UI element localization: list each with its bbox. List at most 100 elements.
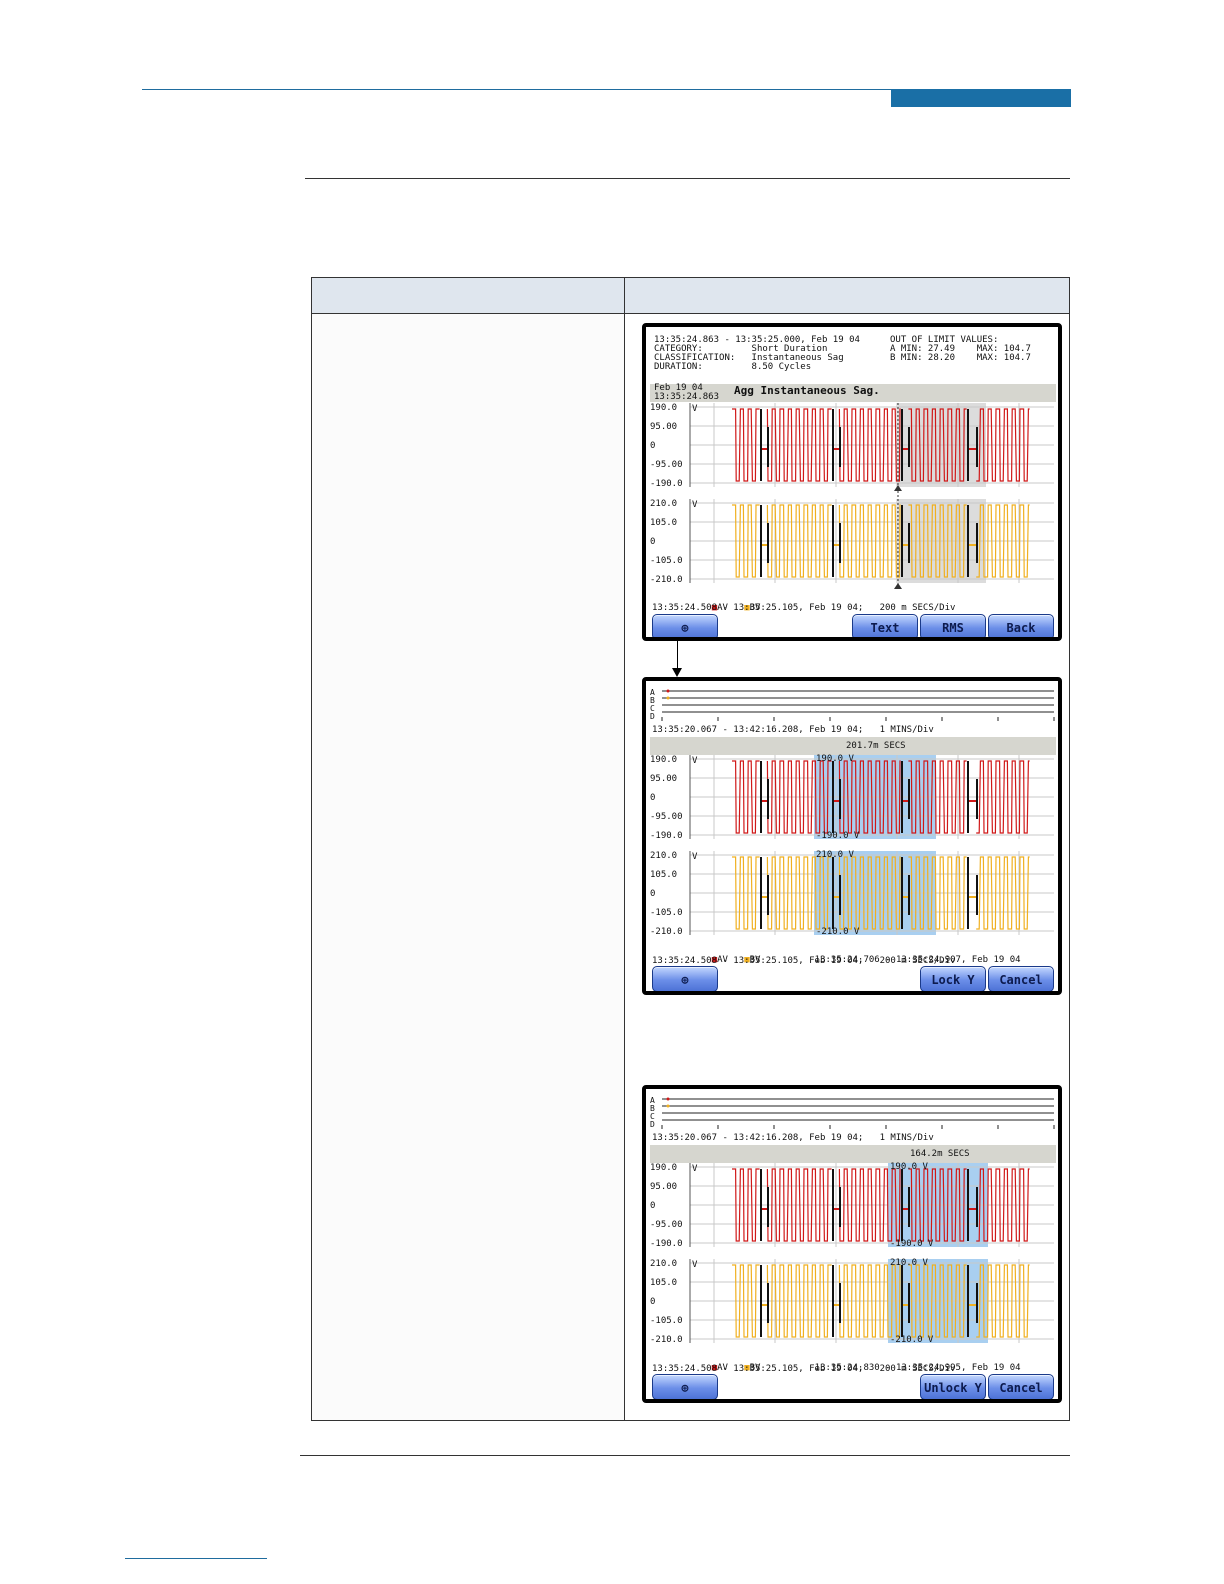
y-tick-label: 0 [650,793,655,803]
zoom-select-screen: A B C D 13:35:20.067 - 13:42:16.208, Feb… [642,677,1062,995]
waveform-trace [732,1168,1030,1242]
legend-label-b: BV [749,955,761,965]
zoom-button[interactable]: ⊕ [652,614,718,637]
event-detail-screen: 13:35:24.863 - 13:35:25.000, Feb 19 04 C… [642,323,1062,641]
legend-swatch-a: ■ [711,955,718,965]
y-tick-label: -105.0 [650,556,683,566]
legend-label-b: BV [749,603,761,613]
header-rule [142,89,1070,90]
selection-top-label: 190.0 V [816,754,855,764]
selection-top-label: 190.0 V [890,1162,929,1172]
legend: ■AV ■BV 13:35:24.830 - 13:35:24.995, Feb… [690,1355,1021,1382]
channel-labels: A B C D [650,688,655,721]
y-tick-label: 0 [650,889,655,899]
waveform-plot[interactable]: 190.0 95.00 0 -95.00 -190.0 V 190.0 V -190.0 V 2… [646,1161,1058,1361]
selection-top-label: 210.0 V [816,850,855,860]
waveform-trace [732,760,1030,834]
selection-duration-band [650,737,1056,755]
event-date: Feb 19 04 13:35:24.863 [654,383,720,402]
lock-y-button[interactable]: Lock Y [920,966,986,991]
selection-bottom-label: -190.0 V [816,831,860,841]
selection-bottom-label: -210.0 V [890,1335,934,1345]
waveform-plot[interactable]: 190.0 95.00 0 -95.00 -190.0 V 190.0 V -190.0 V 2… [646,753,1058,953]
y-tick-label: -210.0 [650,927,683,937]
overview-time: 13:35:20.067 - 13:42:16.208, Feb 19 04; … [652,725,934,735]
text-button[interactable]: Text [852,614,918,637]
event-title: Agg Instantaneous Sag. [734,384,880,397]
section-rule [305,178,1070,179]
zoom-icon: ⊕ [681,973,689,987]
selection-top-label: 210.0 V [890,1258,929,1268]
legend: ■AV ■BV 13:35:24.706 - 13:35:24.907, Feb… [690,947,1021,974]
timeline-range: 13:35:24.508 - 13:35:25.105, Feb 19 04; … [652,1364,956,1374]
cancel-button[interactable]: Cancel [988,1374,1054,1399]
y-tick-label: 95.00 [650,1182,677,1192]
flow-arrow-head [672,668,682,677]
procedure-table [311,277,1070,1421]
waveform-trace [732,1264,1030,1338]
legend-label-a: AV [717,603,728,613]
unit-label: V [692,756,698,766]
footer-rule [300,1455,1070,1456]
y-tick-label: -210.0 [650,1335,683,1345]
waveform-trace [732,504,1030,578]
unlock-y-button[interactable]: Unlock Y [920,1374,986,1399]
waveform-trace [732,856,1030,930]
table-description-cell [312,314,624,1420]
table-column-divider [624,278,625,1420]
selection-duration-band [650,1145,1056,1163]
legend-swatch-b: ■ [744,603,750,613]
y-tick-label: 0 [650,1201,655,1211]
table-header-row [312,278,1069,314]
waveform-trace [732,408,1030,482]
unit-label: V [692,404,698,414]
timeline-range: 13:35:24.508 - 13:35:25.105, Feb 19 04; … [652,956,956,966]
y-tick-label: 210.0 [650,1259,677,1269]
overview-strip[interactable] [660,1095,1056,1131]
event-dot-a [666,1097,670,1101]
selection-bottom-label: -210.0 V [816,927,860,937]
event-title-band [650,384,1056,402]
y-tick-label: 210.0 [650,851,677,861]
y-tick-label: -190.0 [650,479,683,489]
y-tick-label: 95.00 [650,422,677,432]
selection-bottom-label: -190.0 V [890,1239,934,1249]
event-dot-b [666,696,670,700]
y-tick-label: -190.0 [650,1239,683,1249]
event-info: 13:35:24.863 - 13:35:25.000, Feb 19 04 C… [654,335,860,372]
legend: ■AV ■BV [690,595,761,622]
overview-strip[interactable] [660,687,1056,723]
event-dot-b [666,1104,670,1108]
zoom-button[interactable]: ⊕ [652,1374,718,1399]
out-of-limit-values: OUT OF LIMIT VALUES: A MIN: 27.49 MAX: 1… [890,335,1031,363]
cursor-marker [894,485,902,491]
y-tick-label: 0 [650,1297,655,1307]
y-tick-label: -95.00 [650,1220,683,1230]
legend-label-a: AV [717,955,728,965]
selection-duration: 201.7m SECS [846,741,906,751]
y-tick-label: 95.00 [650,774,677,784]
timeline-range: 13:35:24.508 - 13:35:25.105, Feb 19 04; … [652,603,956,613]
cancel-button[interactable]: Cancel [988,966,1054,991]
y-tick-label: -105.0 [650,1316,683,1326]
y-tick-label: -105.0 [650,908,683,918]
y-tick-label: -95.00 [650,812,683,822]
zoom-button[interactable]: ⊕ [652,966,718,991]
channel-labels: A B C D [650,1096,655,1129]
legend-swatch-b: ■ [744,1363,750,1373]
overview-time: 13:35:20.067 - 13:42:16.208, Feb 19 04; … [652,1133,934,1143]
y-tick-label: 105.0 [650,870,677,880]
back-button[interactable]: Back [988,614,1054,637]
waveform-plot[interactable]: 190.0 95.00 0 -95.00 -190.0 V 210.0 105.0 0 -105.… [646,401,1058,601]
y-tick-label: 190.0 [650,403,677,413]
unit-label: V [692,500,698,510]
zoom-icon: ⊕ [681,621,689,635]
rms-button[interactable]: RMS [920,614,986,637]
y-tick-label: 190.0 [650,755,677,765]
y-tick-label: -210.0 [650,575,683,585]
legend-swatch-a: ■ [711,603,718,613]
unit-label: V [692,1260,698,1270]
unit-label: V [692,852,698,862]
event-dot-a [666,689,670,693]
header-tab-block [891,89,1071,107]
